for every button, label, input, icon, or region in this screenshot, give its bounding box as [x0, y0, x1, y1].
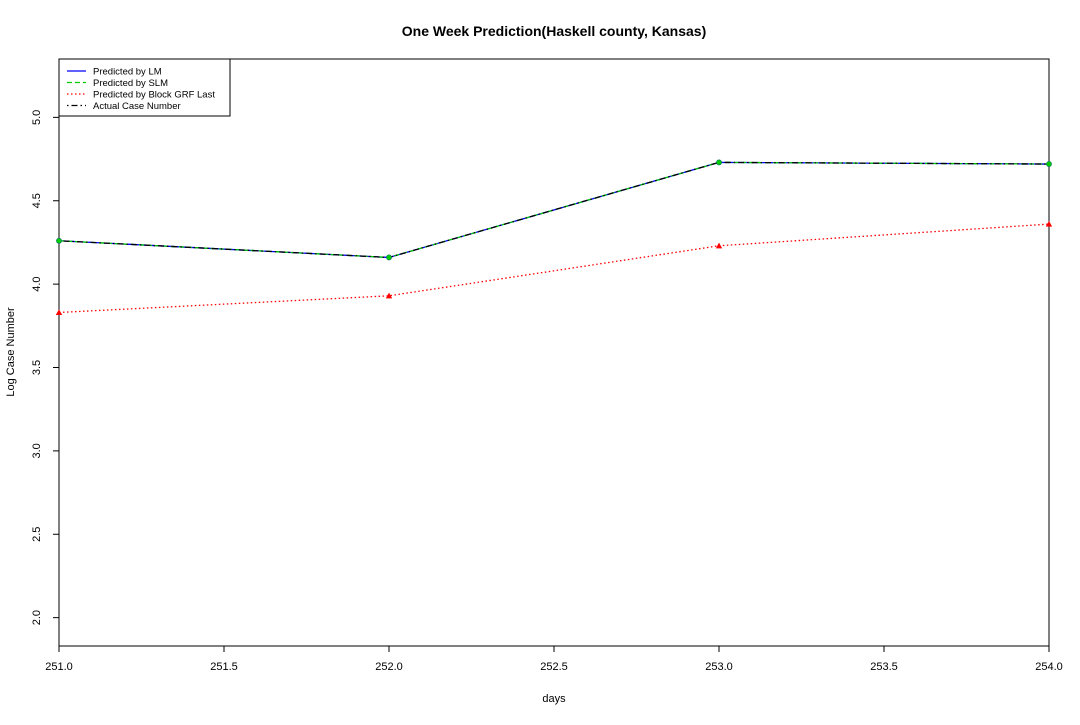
- legend-label-2: Predicted by Block GRF Last: [93, 90, 215, 101]
- legend-box: [58, 58, 231, 117]
- series-line-0: [58, 161, 1050, 259]
- x-axis: 251.0 251.5 252.0 252.5 253.0 253.5 254.0: [45, 646, 1063, 673]
- y-tick-label: 5.0: [31, 110, 43, 125]
- y-tick-label: 3.0: [31, 443, 43, 458]
- data-point-2: [385, 292, 393, 299]
- data-point-2: [1045, 220, 1053, 227]
- x-tick-label: 251.5: [210, 661, 238, 673]
- data-point-2: [55, 309, 63, 316]
- data-point-1: [386, 254, 392, 261]
- x-tick-label: 254.0: [1035, 661, 1063, 673]
- data-point-1: [1046, 161, 1052, 167]
- x-tick-label: 252.5: [540, 661, 568, 673]
- x-tick-label: 251.0: [45, 661, 73, 673]
- data-point-1: [716, 159, 722, 166]
- y-axis-label: Log Case Number: [5, 307, 17, 397]
- x-tick-label: 253.5: [870, 661, 898, 673]
- series-layer: [55, 159, 1053, 316]
- legend-label-3: Actual Case Number: [93, 101, 181, 112]
- legend-label-0: Predicted by LM: [93, 67, 162, 78]
- y-tick-label: 2.0: [31, 610, 43, 625]
- y-tick-label: 2.5: [31, 527, 43, 542]
- y-tick-label: 3.5: [31, 360, 43, 375]
- legend-label-1: Predicted by SLM: [93, 78, 168, 89]
- plot-area: [58, 58, 1050, 647]
- y-tick-label: 4.5: [31, 193, 43, 208]
- y-axis: 2.0 2.5 3.0 3.5 4.0 4.5 5.0: [31, 110, 59, 625]
- data-point-1: [56, 237, 62, 244]
- chart-title: One Week Prediction(Haskell county, Kans…: [402, 23, 706, 39]
- x-axis-label: days: [542, 693, 566, 705]
- series-line-2: [58, 223, 1050, 314]
- x-tick-label: 252.0: [375, 661, 403, 673]
- x-tick-label: 253.0: [705, 661, 733, 673]
- data-point-2: [715, 242, 723, 249]
- y-tick-label: 4.0: [31, 276, 43, 291]
